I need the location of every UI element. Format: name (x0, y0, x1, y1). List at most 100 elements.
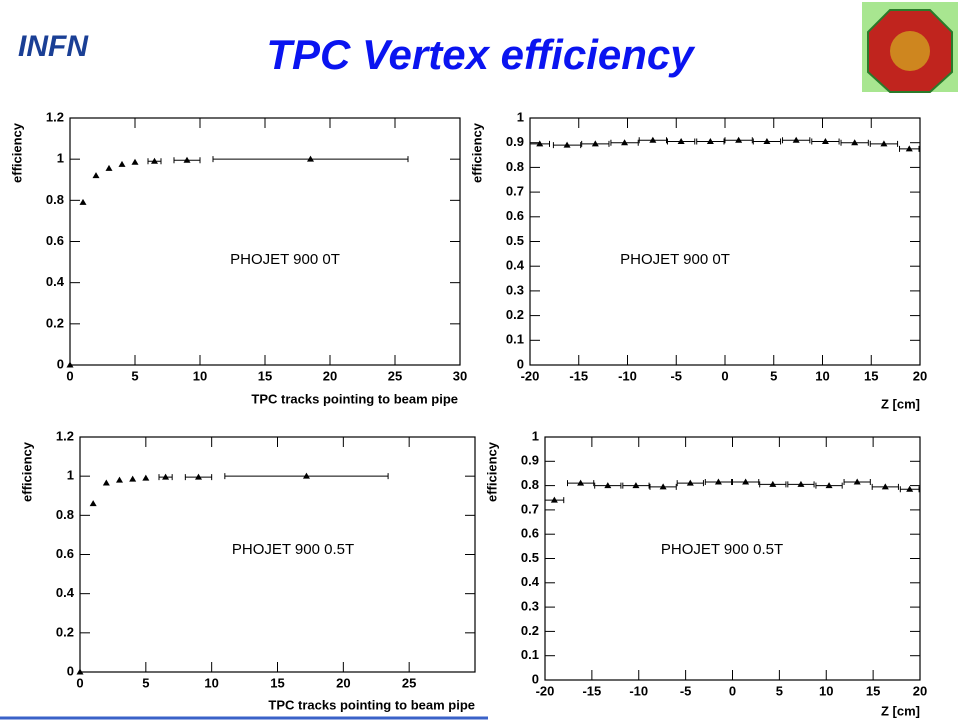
y-tick-label: 0.3 (506, 282, 524, 297)
x-tick-label: 15 (864, 368, 878, 383)
x-tick-label: 5 (142, 675, 149, 690)
marker (853, 478, 861, 485)
marker (307, 155, 314, 162)
x-tick-label: 0 (76, 675, 83, 690)
annotation: PHOJET 900 0.5T (232, 541, 354, 558)
marker (735, 136, 743, 143)
y-tick-label: 0.4 (521, 574, 540, 589)
x-tick-label: 10 (193, 368, 207, 383)
marker (183, 156, 191, 163)
x-tick-label: 0 (729, 683, 736, 698)
x-tick-label: 0 (721, 368, 728, 383)
x-tick-label: -20 (521, 368, 540, 383)
marker (195, 473, 202, 480)
y-tick-label: 0.8 (506, 159, 524, 174)
y-tick-label: 0.9 (521, 453, 539, 468)
x-tick-label: 15 (270, 675, 284, 690)
y-tick-label: 1 (67, 468, 74, 483)
y-axis-label: efficiency (9, 122, 24, 183)
annotation: PHOJET 900 0.5T (661, 541, 783, 558)
y-tick-label: 0.2 (56, 624, 74, 639)
slide-title: TPC Vertex efficiency (266, 31, 696, 78)
x-tick-label: -5 (680, 683, 692, 698)
marker (659, 483, 667, 490)
x-tick-label: 25 (388, 368, 402, 383)
y-tick-label: 0.4 (56, 585, 75, 600)
marker (851, 139, 859, 146)
y-tick-label: 0.9 (506, 134, 524, 149)
y-tick-label: 0.5 (506, 233, 524, 248)
y-tick-label: 0 (57, 356, 64, 371)
y-tick-label: 0.6 (56, 546, 74, 561)
x-tick-label: 5 (131, 368, 138, 383)
marker (881, 483, 889, 490)
y-tick-label: 0.8 (56, 507, 74, 522)
x-axis-label: TPC tracks pointing to beam pipe (268, 697, 475, 712)
y-tick-label: 1 (532, 428, 539, 443)
x-tick-label: -10 (629, 683, 648, 698)
x-tick-label: -20 (536, 683, 555, 698)
x-tick-label: 0 (66, 368, 73, 383)
marker (76, 668, 84, 675)
y-tick-label: 0.3 (521, 599, 539, 614)
y-tick-label: 1.2 (46, 109, 64, 124)
marker (118, 160, 126, 167)
marker (769, 480, 777, 487)
x-axis-label: Z [cm] (881, 396, 920, 411)
marker (151, 157, 158, 164)
alice-logo (862, 2, 958, 93)
x-tick-label: 5 (776, 683, 783, 698)
marker (604, 482, 612, 489)
marker (302, 472, 310, 479)
marker (162, 473, 170, 480)
y-tick-label: 0.7 (506, 184, 524, 199)
y-tick-label: 0.2 (521, 623, 539, 638)
marker (102, 479, 110, 486)
marker (129, 475, 137, 482)
marker (89, 500, 97, 507)
annotation: PHOJET 900 0T (620, 251, 730, 268)
x-tick-label: 15 (258, 368, 272, 383)
y-tick-label: 0 (67, 663, 74, 678)
y-tick-label: 0.8 (46, 192, 64, 207)
x-tick-label: 25 (402, 675, 416, 690)
marker (591, 140, 599, 147)
y-tick-label: 0.1 (506, 332, 524, 347)
marker (714, 478, 722, 485)
x-tick-label: 30 (453, 368, 467, 383)
x-tick-label: 20 (323, 368, 337, 383)
marker (792, 136, 800, 143)
y-tick-label: 0.7 (521, 501, 539, 516)
marker (706, 137, 714, 144)
marker (79, 198, 87, 205)
y-tick-label: 0.6 (521, 526, 539, 541)
y-tick-label: 1 (517, 109, 524, 124)
y-tick-label: 0.4 (506, 258, 525, 273)
x-tick-label: 20 (913, 683, 927, 698)
x-tick-label: -15 (582, 683, 601, 698)
y-tick-label: 0.6 (46, 233, 64, 248)
x-tick-label: -5 (670, 368, 682, 383)
y-tick-label: 0.2 (506, 307, 524, 322)
x-tick-label: -10 (618, 368, 637, 383)
y-tick-label: 0.1 (521, 647, 539, 662)
marker (105, 164, 113, 171)
x-tick-label: 10 (204, 675, 218, 690)
y-tick-label: 0.2 (46, 315, 64, 330)
marker (550, 496, 558, 503)
x-tick-label: 10 (815, 368, 829, 383)
annotation: PHOJET 900 0T (230, 251, 340, 268)
y-tick-label: 1.2 (56, 428, 74, 443)
marker (621, 139, 629, 146)
x-tick-label: 15 (866, 683, 880, 698)
marker (821, 137, 829, 144)
y-axis-label: efficiency (19, 441, 34, 502)
y-tick-label: 0.8 (521, 477, 539, 492)
y-tick-label: 0 (532, 671, 539, 686)
marker (66, 361, 74, 368)
y-tick-label: 0.6 (506, 208, 524, 223)
marker (632, 482, 640, 489)
marker (906, 485, 914, 492)
x-tick-label: 5 (770, 368, 777, 383)
